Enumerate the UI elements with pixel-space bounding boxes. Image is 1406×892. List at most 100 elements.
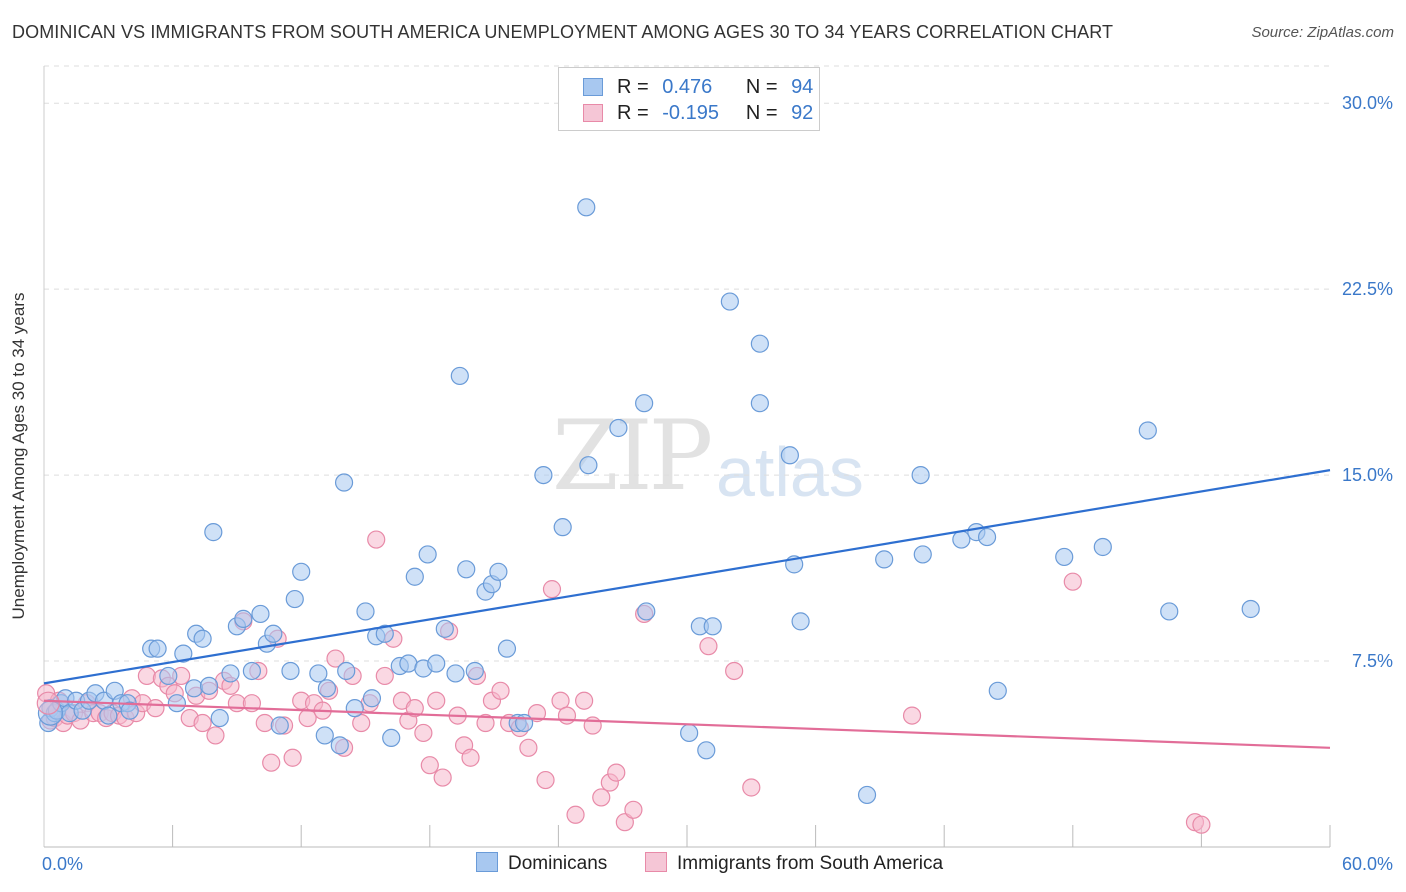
legend-r-label: R = xyxy=(617,102,649,124)
dominican-point xyxy=(309,664,328,683)
legend-n-label: N = xyxy=(745,76,778,98)
immigrant-point xyxy=(615,813,634,832)
immigrant-point xyxy=(36,691,60,715)
y-tick-label: 30.0% xyxy=(1342,93,1393,113)
y-tick-label: 15.0% xyxy=(1342,465,1393,485)
chart-title: DOMINICAN VS IMMIGRANTS FROM SOUTH AMERI… xyxy=(12,22,1114,42)
dominican-point xyxy=(489,562,508,581)
immigrant-point xyxy=(414,723,433,743)
y-axis-label: Unemployment Among Ages 30 to 34 years xyxy=(9,292,28,620)
dominican-point xyxy=(720,292,739,311)
dominican-point xyxy=(977,527,997,547)
legend-swatch-pink xyxy=(583,104,603,122)
dominican-point xyxy=(1241,599,1260,619)
dominican-point xyxy=(1093,537,1112,557)
immigrant-point xyxy=(476,713,495,733)
bottom-legend-immigrants: Immigrants from South America xyxy=(645,852,943,875)
immigrant-point xyxy=(699,637,718,656)
dominican-point xyxy=(988,681,1007,700)
dominican-point xyxy=(579,456,598,475)
immigrant-trend-line xyxy=(43,699,1331,749)
dominican-point xyxy=(174,644,193,663)
dominican-point xyxy=(167,694,186,713)
bottom-legend-label: Dominicans xyxy=(508,853,608,874)
y-tick-label: 22.5% xyxy=(1342,279,1393,299)
dominican-point xyxy=(330,736,349,755)
source-label: Source: ZipAtlas.com xyxy=(1251,24,1394,41)
dominican-point xyxy=(242,661,262,681)
dominican-point xyxy=(457,560,476,579)
legend-r-value: 0.476 xyxy=(662,76,713,98)
immigrant-point xyxy=(420,756,439,775)
dominican-point xyxy=(405,567,424,586)
x-tick-label: 60.0% xyxy=(1342,854,1393,874)
immigrant-point xyxy=(461,748,480,767)
dominican-point xyxy=(315,726,334,745)
immigrant-point xyxy=(255,713,274,733)
legend-r-label: R = xyxy=(617,76,649,98)
correlation-legend: R = 0.476 N = 94 R = -0.195 N = 92 xyxy=(558,67,820,131)
dominican-point xyxy=(356,602,375,621)
immigrant-point xyxy=(575,691,594,710)
dominican-point xyxy=(857,785,877,805)
immigrant-point xyxy=(491,681,510,700)
bottom-legend-swatch-blue xyxy=(476,852,498,872)
dominican-point xyxy=(251,604,270,624)
bottom-legend-swatch-pink xyxy=(645,852,667,872)
bottom-legend-dominicans: Dominicans xyxy=(476,852,607,875)
dominican-point xyxy=(450,366,469,386)
bottom-legend-label: Immigrants from South America xyxy=(677,853,944,874)
immigrant-point xyxy=(206,726,225,745)
dominican-point xyxy=(465,661,484,681)
dominican-point xyxy=(913,545,932,564)
watermark-atlas: atlas xyxy=(716,433,864,511)
immigrant-point xyxy=(624,800,643,819)
dominican-point xyxy=(270,716,289,735)
dominican-point xyxy=(399,654,418,673)
dominican-point xyxy=(193,629,212,648)
immigrant-point xyxy=(519,738,538,757)
immigrant-point xyxy=(592,788,611,807)
dominican-point xyxy=(418,545,437,564)
dominican-point xyxy=(210,708,229,728)
dominican-point xyxy=(204,523,223,542)
dominican-point xyxy=(1138,421,1157,440)
dominican-point xyxy=(382,728,401,748)
immigrant-point xyxy=(326,649,345,668)
dominican-point xyxy=(952,530,971,549)
legend-n-label: N = xyxy=(745,102,778,124)
immigrant-point xyxy=(742,778,761,797)
dominican-point xyxy=(680,723,699,743)
dominican-point xyxy=(281,661,300,681)
dominican-point xyxy=(345,699,364,718)
dominican-point xyxy=(334,473,354,492)
immigrant-point xyxy=(193,713,212,733)
dominican-point xyxy=(99,706,118,725)
immigrant-point xyxy=(137,666,156,686)
immigrant-point xyxy=(375,666,394,686)
immigrant-point xyxy=(433,768,452,787)
x-tick-label: 0.0% xyxy=(42,854,83,874)
dominican-point xyxy=(637,602,656,621)
dominican-trend-line xyxy=(43,469,1331,685)
immigrant-point xyxy=(536,770,555,790)
immigrant-point xyxy=(283,748,302,767)
immigrant-point xyxy=(405,699,424,718)
dominican-point xyxy=(427,654,446,673)
dominican-point xyxy=(911,465,930,485)
dominican-point xyxy=(375,624,394,643)
dominican-point xyxy=(1160,602,1179,621)
dominican-point xyxy=(285,589,304,609)
dominican-point xyxy=(446,664,465,683)
dominican-point xyxy=(497,639,517,658)
dominican-point xyxy=(317,679,337,698)
dominican-point xyxy=(234,609,253,628)
dominican-point xyxy=(791,612,810,631)
immigrant-point xyxy=(1063,572,1082,591)
dominican-point xyxy=(120,701,139,720)
dominican-point xyxy=(875,550,894,569)
dominican-point xyxy=(577,198,596,217)
dominican-point xyxy=(1055,547,1074,567)
immigrant-point xyxy=(146,699,165,718)
